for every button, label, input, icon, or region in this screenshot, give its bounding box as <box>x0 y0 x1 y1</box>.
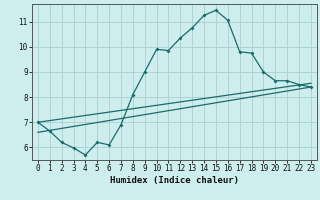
X-axis label: Humidex (Indice chaleur): Humidex (Indice chaleur) <box>110 176 239 185</box>
